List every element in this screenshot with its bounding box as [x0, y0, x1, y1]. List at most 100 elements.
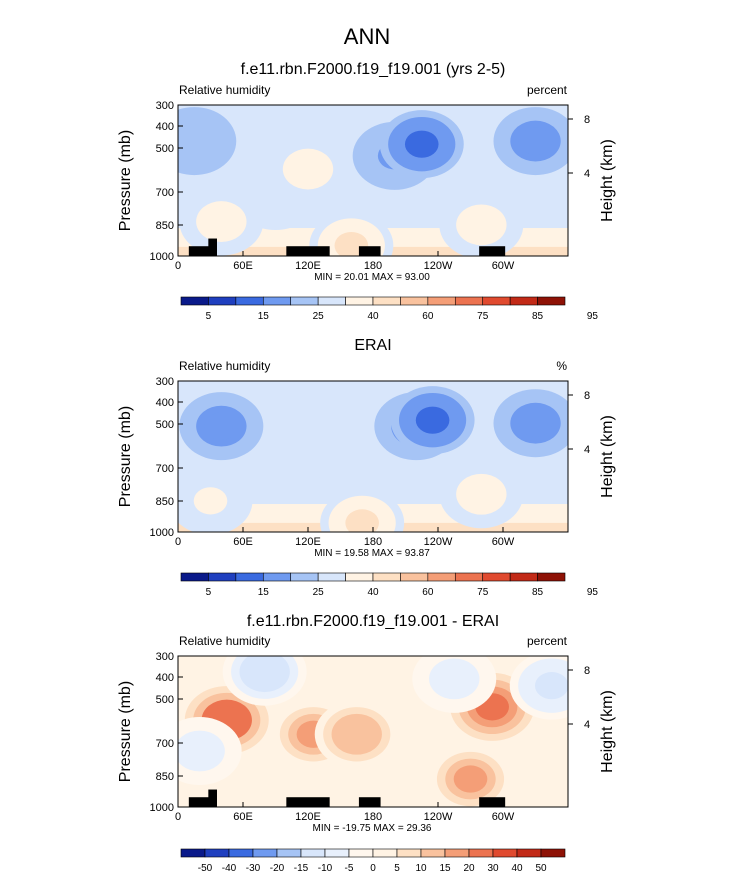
colorbar-swatch — [372, 848, 398, 858]
right-tick-label: 8 — [584, 390, 590, 402]
colorbar-label: 60 — [422, 587, 434, 598]
x-tick-label: 120E — [295, 811, 321, 823]
colorbar-swatch — [454, 296, 484, 306]
x-tick-label: 120E — [295, 260, 321, 272]
contour-blob — [404, 130, 439, 158]
colorbar-swatch — [420, 848, 446, 858]
x-tick-label: 60E — [233, 811, 253, 823]
contour-blob — [291, 155, 325, 183]
colorbar-swatch — [180, 848, 206, 858]
y-tick-label: 1000 — [150, 527, 174, 539]
colorbar-swatch — [208, 296, 237, 306]
land-mask — [358, 797, 381, 807]
colorbar-label: 40 — [367, 311, 379, 322]
colorbar-swatch — [492, 848, 518, 858]
colorbar-label: 95 — [587, 311, 599, 322]
colorbar-swatch — [509, 296, 538, 306]
x-tick-label: 120W — [424, 811, 453, 823]
y-tick-label: 400 — [156, 672, 174, 684]
colorbar-label: 0 — [370, 863, 376, 874]
colorbar-swatch — [509, 572, 538, 582]
colorbar-swatch — [537, 296, 566, 306]
x-tick-label: 60W — [492, 260, 515, 272]
contour-blob — [178, 127, 212, 155]
colorbar-label: -15 — [294, 863, 309, 874]
colorbar-swatch — [180, 296, 209, 306]
x-tick-label: 180 — [364, 260, 382, 272]
colorbar-label: 30 — [487, 863, 499, 874]
contour-blob — [204, 207, 239, 236]
y-tick-label: 1000 — [150, 251, 174, 263]
colorbar-swatch — [444, 848, 470, 858]
colorbar: 5 15 25 40 60 75 85 95 — [180, 572, 599, 598]
panel-1: f.e11.rbn.F2000.f19_f19.001 (yrs 2-5) Rel… — [117, 61, 616, 322]
colorbar-swatch — [317, 296, 346, 306]
contour-blob — [182, 737, 217, 765]
x-tick-label: 120W — [424, 536, 453, 548]
y-tick-label: 700 — [156, 187, 174, 199]
colorbar-label: 50 — [535, 863, 547, 874]
x-tick-label: 120W — [424, 260, 453, 272]
colorbar-label: 5 — [206, 587, 212, 598]
colorbar-label: -40 — [222, 863, 237, 874]
colorbar-swatch — [396, 848, 422, 858]
right-tick-label: 4 — [584, 444, 590, 456]
x-tick-label: 180 — [364, 811, 382, 823]
right-tick-label: 4 — [584, 719, 590, 731]
y-axis-right-title: Height (km) — [599, 690, 616, 773]
colorbar-swatch — [235, 296, 264, 306]
contour-blob — [339, 720, 374, 748]
colorbar-label: -30 — [246, 863, 261, 874]
colorbar-label: 95 — [587, 587, 599, 598]
contour-blob — [464, 211, 499, 239]
colorbar: 5 15 25 40 60 75 85 95 — [180, 296, 599, 322]
y-tick-label: 400 — [156, 397, 174, 409]
y-tick-label: 500 — [156, 694, 174, 706]
right-label: percent — [527, 83, 568, 97]
land-mask — [479, 246, 506, 256]
left-label: Relative humidity — [179, 359, 270, 373]
colorbar-swatch — [540, 848, 566, 858]
y-axis-right-title: Height (km) — [599, 139, 616, 222]
colorbar-label: 5 — [206, 311, 212, 322]
colorbar-label: -5 — [345, 863, 354, 874]
colorbar-swatch — [252, 848, 278, 858]
panel-title: f.e11.rbn.F2000.f19_f19.001 - ERAI — [247, 613, 499, 630]
colorbar-swatch — [300, 848, 326, 858]
colorbar-swatch — [454, 572, 484, 582]
min-max-stats: MIN = 20.01 MAX = 93.00 — [314, 272, 430, 283]
colorbar-label: -50 — [198, 863, 213, 874]
colorbar-swatch — [208, 572, 237, 582]
x-tick-label: 180 — [364, 536, 382, 548]
colorbar-label: 15 — [258, 311, 270, 322]
colorbar-swatch — [262, 296, 292, 306]
colorbar-label: 20 — [463, 863, 475, 874]
colorbar-swatch — [372, 296, 401, 306]
colorbar-swatch — [345, 296, 374, 306]
land-mask — [188, 797, 211, 807]
colorbar-label: 75 — [477, 311, 489, 322]
land-mask — [188, 246, 211, 256]
contour-blob — [247, 658, 282, 686]
colorbar-swatch — [180, 572, 209, 582]
left-label: Relative humidity — [179, 634, 270, 648]
contour-blob — [204, 412, 239, 440]
colorbar-swatch — [290, 296, 319, 306]
colorbar-swatch — [516, 848, 542, 858]
colorbar-swatch — [482, 296, 511, 306]
y-axis-title: Pressure (mb) — [117, 681, 134, 782]
y-tick-label: 850 — [156, 220, 174, 232]
y-tick-label: 850 — [156, 771, 174, 783]
y-axis-right-title: Height (km) — [599, 415, 616, 498]
colorbar-label: 5 — [394, 863, 400, 874]
colorbar-label: 85 — [532, 311, 544, 322]
contour-blob — [518, 409, 553, 437]
colorbar-label: 40 — [367, 587, 379, 598]
colorbar-swatch — [228, 848, 254, 858]
colorbar-swatch — [276, 848, 302, 858]
contour-blob — [415, 406, 450, 434]
x-tick-label: 60W — [492, 536, 515, 548]
colorbar-swatch — [235, 572, 264, 582]
colorbar-swatch — [345, 572, 374, 582]
